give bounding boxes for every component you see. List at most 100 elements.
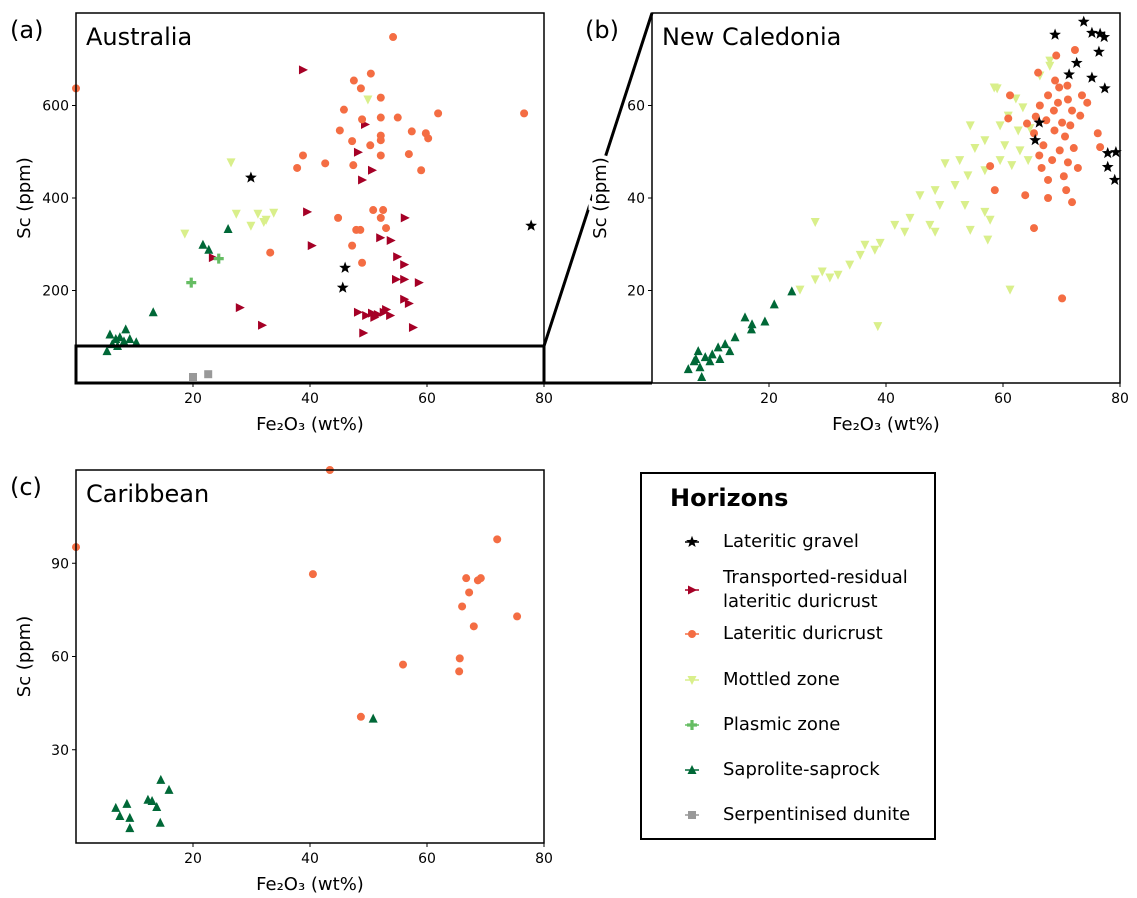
panel-title: Australia xyxy=(86,23,192,51)
point xyxy=(1068,106,1077,115)
point xyxy=(855,250,865,260)
axes-frame xyxy=(75,469,545,844)
point xyxy=(905,213,915,223)
point xyxy=(105,329,115,339)
y-tick-label: 90 xyxy=(51,556,69,572)
zoom-box xyxy=(74,344,546,385)
point xyxy=(379,206,388,215)
point xyxy=(125,334,135,344)
point xyxy=(204,244,214,254)
point xyxy=(1050,126,1059,135)
point xyxy=(353,147,363,157)
point xyxy=(147,796,157,806)
point xyxy=(119,336,129,346)
point xyxy=(1006,91,1015,100)
point xyxy=(810,218,820,228)
point xyxy=(1063,95,1072,104)
legend-entry: Saprolite-saprock xyxy=(682,758,880,782)
point xyxy=(152,801,162,811)
point xyxy=(720,339,730,349)
point xyxy=(825,273,835,283)
legend-entry: Mottled zone xyxy=(682,668,840,692)
point xyxy=(1049,106,1058,115)
point xyxy=(1058,294,1067,303)
point xyxy=(121,324,131,334)
point xyxy=(131,337,141,347)
plot-area xyxy=(72,466,522,833)
point xyxy=(148,307,158,317)
point xyxy=(725,346,735,356)
point xyxy=(358,115,367,124)
point xyxy=(740,312,750,322)
point xyxy=(687,676,697,685)
point xyxy=(1086,71,1098,83)
point xyxy=(404,150,413,159)
point xyxy=(513,612,522,621)
point xyxy=(469,622,478,631)
x-tick-label: 40 xyxy=(877,391,895,407)
point xyxy=(334,213,343,222)
point xyxy=(111,802,121,812)
panel-label: (a) xyxy=(10,16,43,44)
legend-entry: Lateritic duricrust xyxy=(682,622,883,646)
point xyxy=(1031,112,1040,121)
point xyxy=(1068,198,1077,207)
point xyxy=(986,162,995,171)
point xyxy=(245,171,257,183)
point xyxy=(370,312,380,322)
point xyxy=(870,245,880,255)
x-axis-label: Fe₂O₃ (wt%) xyxy=(256,414,364,435)
point xyxy=(950,181,960,191)
legend-entry: Plasmic zone xyxy=(682,713,840,737)
point xyxy=(1033,116,1046,128)
point xyxy=(253,209,263,219)
x-tick-label: 80 xyxy=(535,391,553,407)
point xyxy=(693,346,703,356)
point xyxy=(307,241,317,251)
point xyxy=(368,308,378,318)
point xyxy=(386,236,396,246)
point xyxy=(1083,98,1092,107)
x-tick-label: 80 xyxy=(535,851,553,867)
point xyxy=(705,356,715,366)
point xyxy=(860,240,870,250)
point xyxy=(393,252,403,262)
point xyxy=(115,332,125,342)
point xyxy=(687,720,697,730)
x-axis-label: Fe₂O₃ (wt%) xyxy=(832,414,940,435)
point xyxy=(1063,81,1072,90)
y-tick-label: 30 xyxy=(51,743,69,759)
point xyxy=(1077,15,1090,27)
point xyxy=(155,817,165,827)
y-axis-label: Sc (ppm) xyxy=(14,157,35,238)
point xyxy=(1044,194,1053,202)
point xyxy=(400,274,410,284)
point xyxy=(707,349,717,359)
point xyxy=(180,229,190,239)
legend-marker xyxy=(685,720,699,730)
point xyxy=(1101,160,1114,173)
point xyxy=(358,258,367,267)
point xyxy=(408,323,418,332)
point xyxy=(125,823,135,833)
point xyxy=(955,156,965,166)
point xyxy=(810,275,820,285)
point xyxy=(348,241,357,250)
point xyxy=(963,171,973,181)
point xyxy=(965,225,975,235)
point xyxy=(122,798,132,808)
point xyxy=(404,298,414,308)
point xyxy=(258,320,268,330)
point xyxy=(458,602,467,611)
point xyxy=(983,235,993,245)
point xyxy=(493,535,502,544)
y-axis-label: Sc (ppm) xyxy=(14,616,35,697)
point xyxy=(386,310,396,320)
axes-frame xyxy=(651,12,1121,384)
legend-marker xyxy=(685,765,699,774)
point xyxy=(1073,163,1082,172)
point xyxy=(231,209,241,219)
point xyxy=(1076,111,1085,120)
point xyxy=(198,239,208,249)
point xyxy=(1051,76,1060,85)
